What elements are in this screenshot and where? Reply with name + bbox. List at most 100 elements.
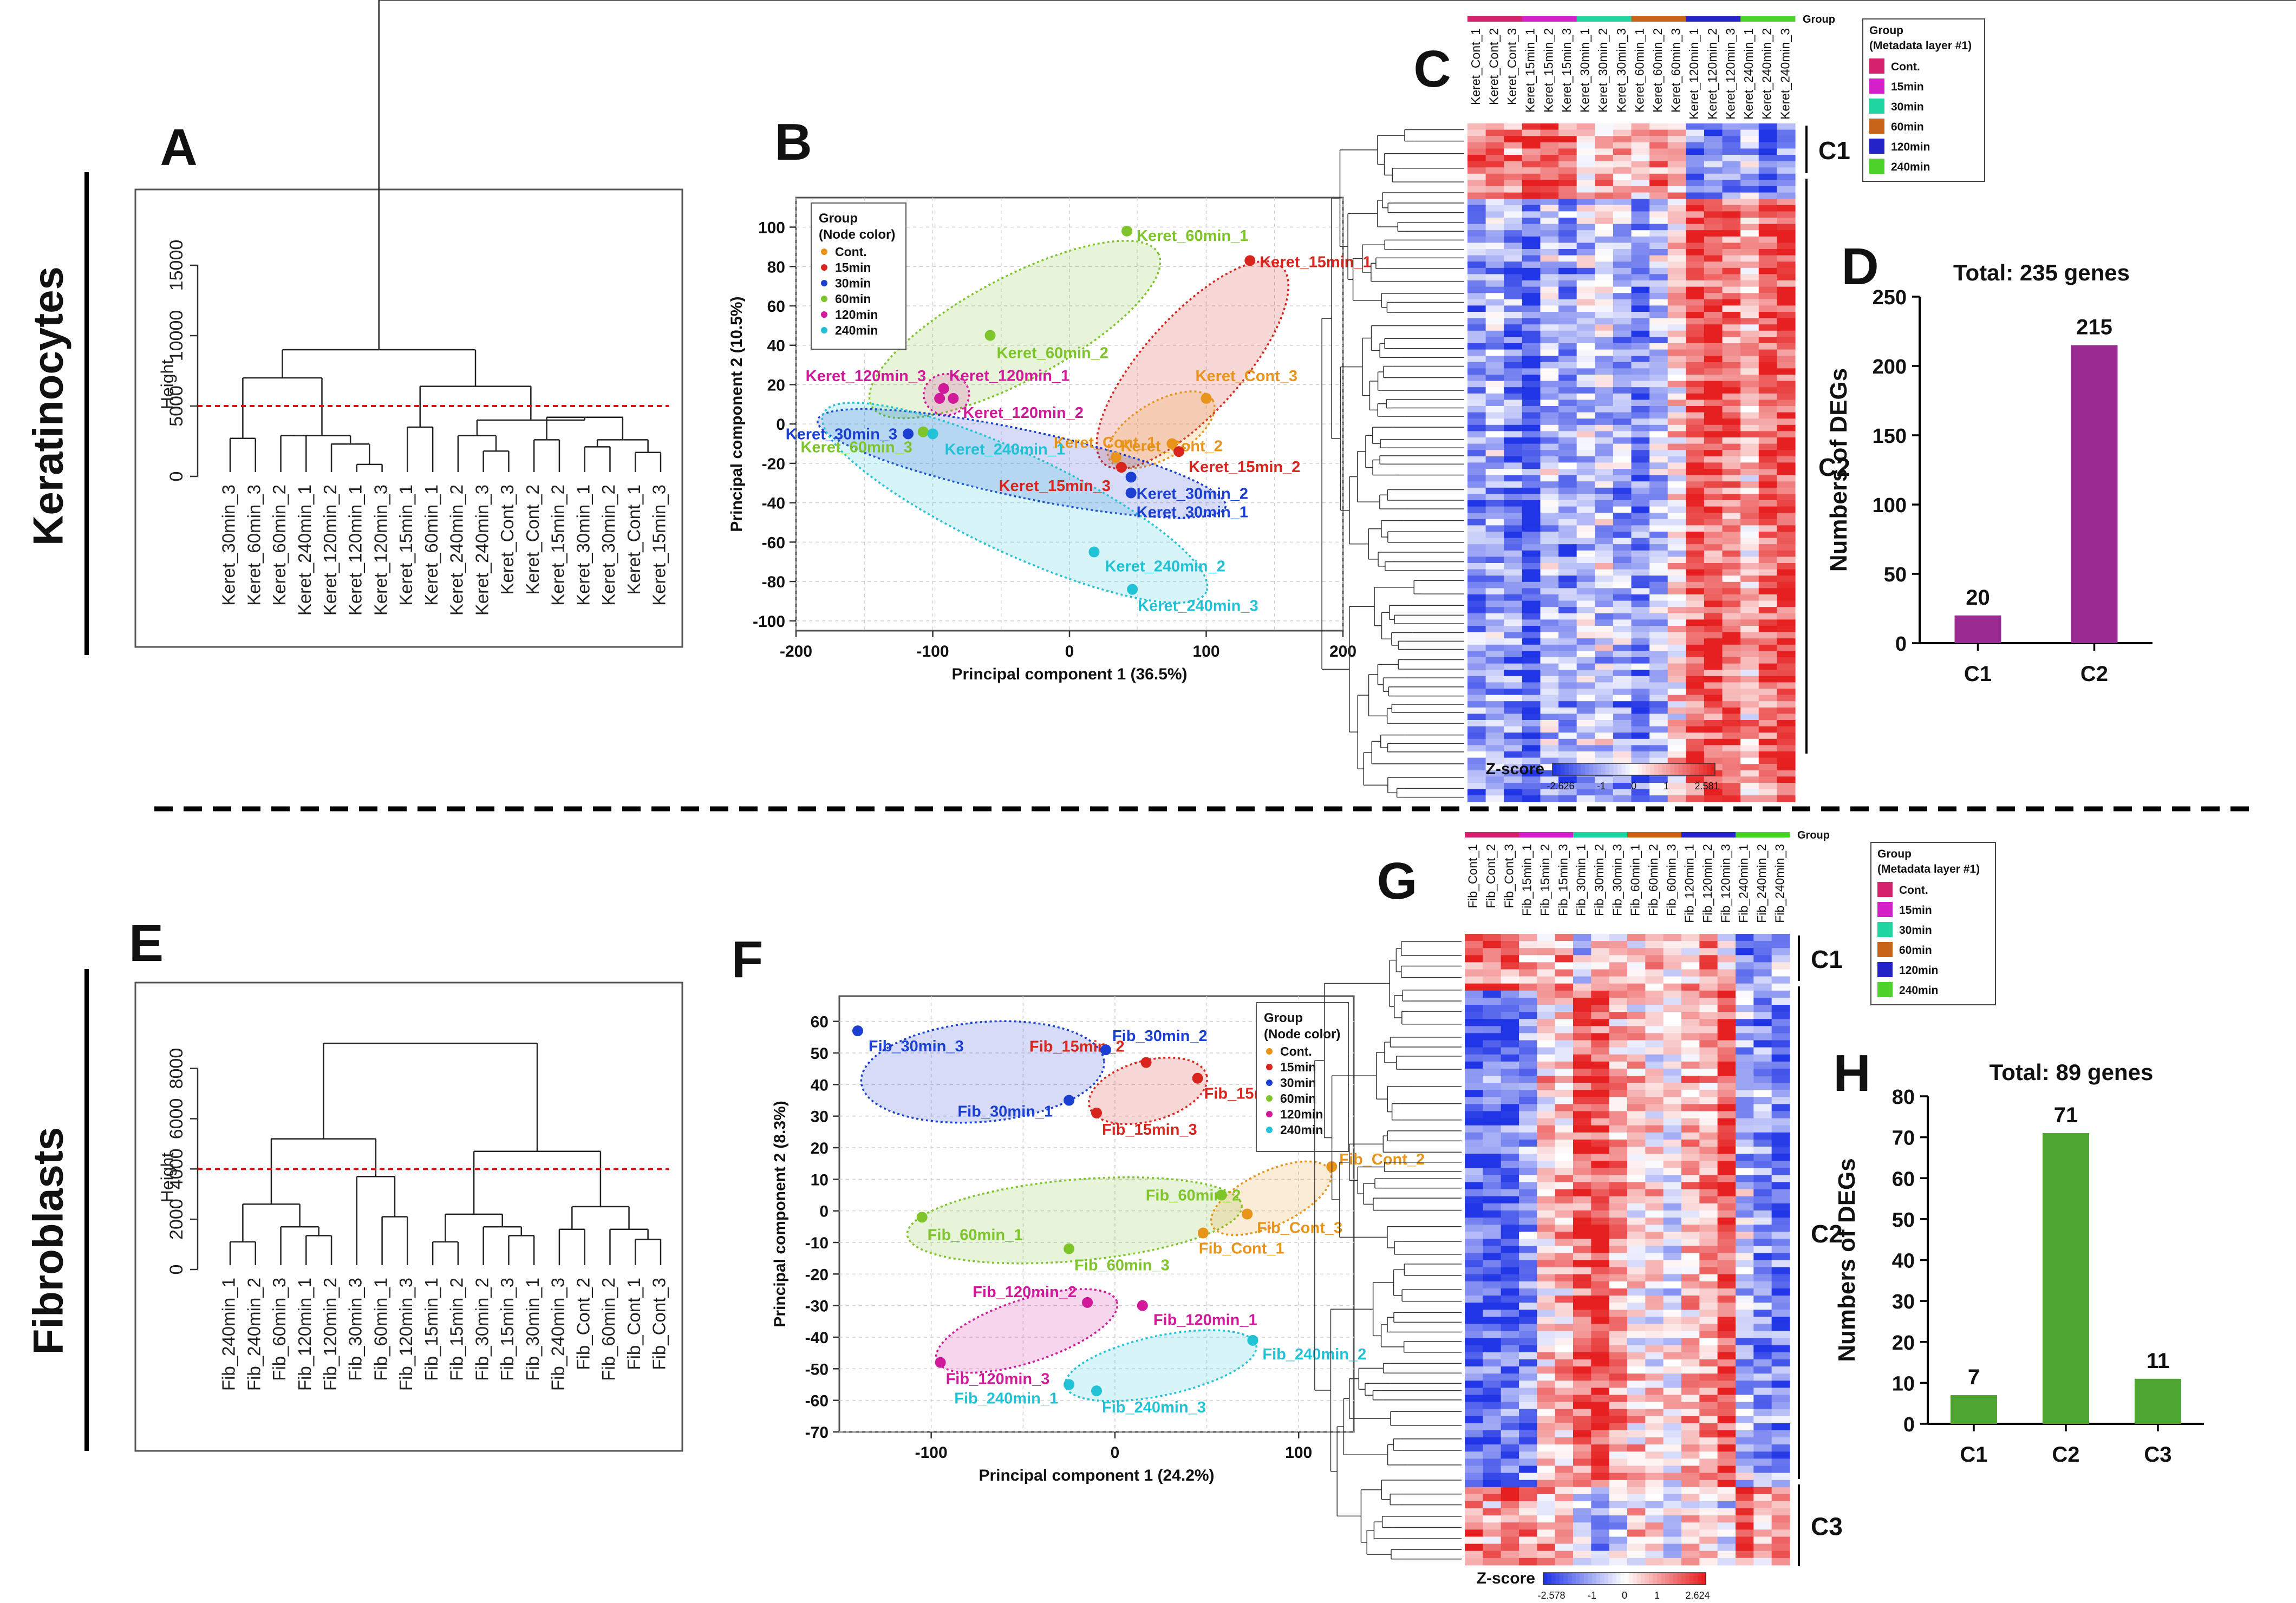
heatmap-cell <box>1740 701 1759 708</box>
heatmap-cell <box>1631 513 1650 520</box>
heatmap-cell <box>1631 525 1650 532</box>
heatmap-cell <box>1613 638 1632 645</box>
heatmap-cell <box>1631 368 1650 375</box>
heatmap-cell <box>1483 997 1502 1005</box>
heatmap-cell <box>1740 456 1759 463</box>
heatmap-cell <box>1485 299 1504 306</box>
heatmap-cell <box>1681 1083 1700 1090</box>
heatmap-cell <box>1613 418 1632 426</box>
heatmap-cell <box>1609 1324 1628 1332</box>
heatmap-cell <box>1663 1366 1682 1374</box>
heatmap-cell <box>1645 1515 1664 1523</box>
heatmap-cell <box>1631 362 1650 369</box>
zscore-gradient-step <box>1629 763 1634 775</box>
heatmap-cell <box>1573 948 1591 956</box>
heatmap-cell <box>1667 600 1686 607</box>
heatmap-cell <box>1686 356 1705 363</box>
leaf-label: Keret_Cont_3 <box>497 485 517 595</box>
heatmap-cell <box>1501 1068 1519 1076</box>
heatmap-cell <box>1558 286 1577 293</box>
heatmap-cell <box>1771 1218 1790 1225</box>
heatmap-cell <box>1558 670 1577 677</box>
heatmap-cell <box>1686 243 1705 250</box>
heatmap-cell <box>1591 1465 1610 1474</box>
heatmap-cell <box>1753 1451 1772 1459</box>
heatmap-cell <box>1649 795 1668 802</box>
heatmap-cell <box>1631 142 1650 149</box>
heatmap-cell <box>1667 406 1686 413</box>
heatmap-cell <box>1483 1225 1502 1232</box>
y-tick-label: -60 <box>762 534 785 552</box>
heatmap-cell <box>1645 955 1664 963</box>
heatmap-cell <box>1609 1068 1628 1076</box>
heatmap-cell <box>1485 173 1504 180</box>
heatmap-cell <box>1465 1338 1483 1346</box>
heatmap-cell <box>1519 1189 1537 1197</box>
legend-swatch <box>1877 882 1893 897</box>
heatmap-cell <box>1627 1508 1646 1516</box>
heatmap-cell <box>1631 356 1650 363</box>
heatmap-cell <box>1704 267 1723 274</box>
heatmap-cell <box>1576 682 1595 689</box>
heatmap-cell <box>1467 588 1486 595</box>
panel-letter-h: H <box>1833 1044 1870 1102</box>
heatmap-cell <box>1485 557 1504 564</box>
heatmap-cell <box>1504 720 1523 727</box>
heatmap-cell <box>1485 795 1504 802</box>
data-point <box>927 428 938 440</box>
heatmap-cell <box>1645 1388 1664 1396</box>
heatmap-cell <box>1627 990 1646 998</box>
heatmap-cell <box>1740 462 1759 469</box>
heatmap-cell <box>1699 1558 1718 1566</box>
heatmap-cell <box>1704 437 1723 444</box>
heatmap-cell <box>1609 1373 1628 1381</box>
zscore-gradient-step <box>1616 1573 1621 1585</box>
heatmap-cell <box>1485 751 1504 758</box>
heatmap-cell <box>1504 475 1523 482</box>
heatmap-cell <box>1576 538 1595 545</box>
heatmap-cell <box>1645 990 1664 998</box>
heatmap-cell <box>1736 990 1754 998</box>
heatmap-cell <box>1740 594 1759 601</box>
zscore-tick: 1 <box>1664 781 1669 791</box>
heatmap-cell <box>1540 707 1559 714</box>
heatmap-cell <box>1467 638 1486 645</box>
heatmap-cell <box>1736 1529 1754 1537</box>
heatmap-cell <box>1704 544 1723 551</box>
heatmap-cell <box>1627 1345 1646 1353</box>
heatmap-cell <box>1753 1388 1772 1396</box>
heatmap-cell <box>1722 368 1741 375</box>
heatmap-cell <box>1717 1487 1736 1495</box>
heatmap-cell <box>1686 123 1705 130</box>
heatmap-cell <box>1667 299 1686 306</box>
heatmap-cell <box>1613 519 1632 526</box>
heatmap-cell <box>1558 701 1577 708</box>
heatmap-cell <box>1465 1345 1483 1353</box>
heatmap-cell <box>1555 1331 1574 1339</box>
heatmap-cell <box>1609 1288 1628 1296</box>
heatmap-cell <box>1613 532 1632 539</box>
heatmap-cell <box>1649 783 1668 790</box>
heatmap-cell <box>1501 1104 1519 1112</box>
heatmap-cell <box>1740 757 1759 764</box>
heatmap-cell <box>1595 607 1614 614</box>
heatmap-cell <box>1667 714 1686 721</box>
heatmap-cell <box>1777 494 1796 501</box>
heatmap-cell <box>1522 142 1541 149</box>
heatmap-cell <box>1485 776 1504 783</box>
heatmap-cell <box>1609 1154 1628 1161</box>
heatmap-cell <box>1736 1239 1754 1246</box>
heatmap-cell <box>1591 1175 1610 1183</box>
heatmap-cell <box>1649 299 1668 306</box>
heatmap-cell <box>1522 406 1541 413</box>
heatmap-cell <box>1591 1189 1610 1197</box>
heatmap-cell <box>1558 720 1577 727</box>
heatmap-cell <box>1704 381 1723 388</box>
heatmap-cell <box>1519 1040 1537 1048</box>
zscore-gradient-step <box>1626 763 1630 775</box>
heatmap-cell <box>1537 1373 1556 1381</box>
heatmap-cell <box>1681 1409 1700 1417</box>
heatmap-cell <box>1501 1402 1519 1410</box>
heatmap-cell <box>1501 1040 1519 1048</box>
heatmap-cell <box>1504 412 1523 419</box>
